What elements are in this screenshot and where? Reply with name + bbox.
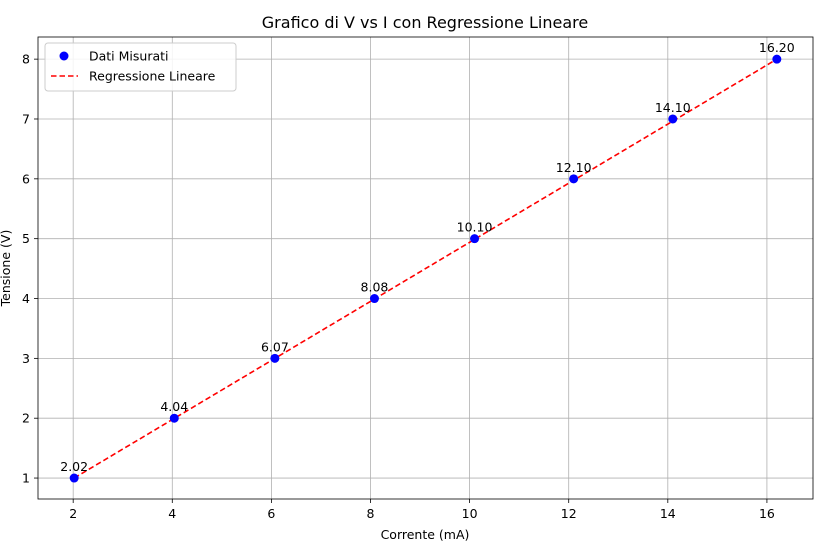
plot-frame bbox=[37, 36, 814, 500]
x-axis-ticks: 2 4 6 8 10 12 14 16 bbox=[69, 499, 775, 521]
x-tick-label: 8 bbox=[367, 506, 375, 521]
y-axis-label: Tensione (V) bbox=[0, 230, 13, 308]
data-point-label: 12.10 bbox=[556, 160, 592, 175]
regression-line bbox=[73, 58, 778, 479]
x-tick-label: 6 bbox=[267, 506, 275, 521]
legend-box bbox=[44, 42, 237, 92]
data-point-label: 16.20 bbox=[759, 40, 795, 55]
regression-line-path bbox=[73, 58, 778, 479]
x-tick-label: 14 bbox=[660, 506, 676, 521]
data-point bbox=[668, 114, 678, 124]
y-axis-ticks: 1 2 3 4 5 6 7 8 bbox=[22, 52, 38, 486]
x-axis-label: Corrente (mA) bbox=[381, 527, 470, 542]
x-tick-label: 10 bbox=[462, 506, 478, 521]
data-point-label: 10.10 bbox=[457, 220, 493, 235]
y-tick-label: 7 bbox=[22, 111, 30, 126]
data-point-label: 2.02 bbox=[60, 459, 88, 474]
data-point bbox=[270, 353, 280, 363]
legend-label-scatter: Dati Misurati bbox=[89, 49, 169, 64]
data-point-label: 6.07 bbox=[261, 339, 289, 354]
y-tick-label: 4 bbox=[22, 291, 30, 306]
data-point-label: 8.08 bbox=[361, 280, 389, 295]
data-point bbox=[69, 473, 79, 483]
data-point-label: 4.04 bbox=[160, 399, 188, 414]
data-point bbox=[470, 234, 480, 244]
x-tick-label: 16 bbox=[759, 506, 775, 521]
y-tick-label: 5 bbox=[22, 231, 30, 246]
y-tick-label: 3 bbox=[22, 351, 30, 366]
y-tick-label: 1 bbox=[22, 471, 30, 486]
data-point bbox=[369, 294, 379, 304]
legend: Dati Misurati Regressione Lineare bbox=[44, 42, 237, 92]
legend-label-line: Regressione Lineare bbox=[89, 69, 216, 84]
y-tick-label: 8 bbox=[22, 52, 30, 67]
legend-marker-scatter bbox=[59, 51, 69, 61]
data-point bbox=[569, 174, 579, 184]
y-tick-label: 6 bbox=[22, 171, 30, 186]
y-tick-label: 2 bbox=[22, 411, 30, 426]
grid bbox=[38, 37, 813, 499]
data-labels: 2.02 4.04 6.07 8.08 10.10 12.10 14.10 16.20 bbox=[60, 40, 795, 474]
x-tick-label: 4 bbox=[168, 506, 176, 521]
chart-title: Grafico di V vs I con Regressione Linear… bbox=[262, 13, 588, 32]
x-tick-label: 12 bbox=[561, 506, 577, 521]
data-point-label: 14.10 bbox=[655, 100, 691, 115]
data-points bbox=[69, 54, 782, 483]
data-point bbox=[772, 54, 782, 64]
data-point bbox=[169, 413, 179, 423]
x-tick-label: 2 bbox=[69, 506, 77, 521]
